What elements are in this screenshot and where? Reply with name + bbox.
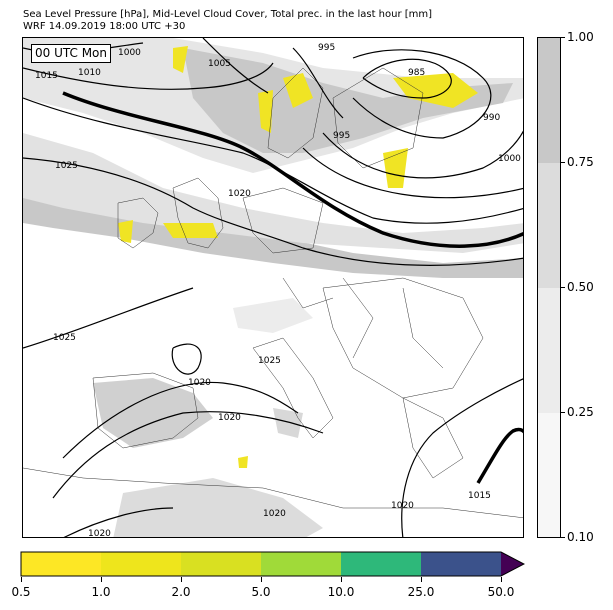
isobar [352, 49, 492, 139]
isobar [202, 38, 269, 94]
chart-subtitle: WRF 14.09.2019 18:00 UTC +30 [23, 21, 186, 32]
cloud-tick [560, 37, 565, 38]
isobar [62, 381, 299, 459]
isobar-label: 1010 [78, 68, 101, 78]
isobar [362, 58, 452, 99]
isobar-label: 1000 [498, 154, 521, 164]
precip-tick-label: 25.0 [407, 585, 435, 599]
isobar-label: 1005 [208, 59, 231, 69]
isobar [63, 507, 174, 537]
precip-cell [383, 148, 408, 188]
precip-cell [283, 73, 313, 108]
cloud-tick [560, 537, 565, 538]
isobar [23, 287, 194, 349]
coastlines [23, 67, 523, 519]
isobar-label: 1025 [258, 356, 281, 366]
front-line [62, 91, 523, 248]
precip-tick-label: 2.0 [171, 585, 191, 599]
precip-tick [261, 577, 262, 582]
isobar [292, 47, 344, 119]
cloud-alps [233, 298, 313, 333]
isobar-label: 1015 [468, 491, 491, 501]
time-label: 00 UTC Mon [31, 44, 111, 63]
fronts [62, 91, 523, 484]
cloud-tick [560, 412, 565, 413]
cloud-iberia [93, 378, 213, 448]
isobar [23, 62, 274, 90]
precip-cell [258, 90, 273, 133]
precip-tick-label: 5.0 [251, 585, 271, 599]
isobar-label: 1000 [118, 48, 141, 58]
isobar-label: 1020 [391, 501, 414, 511]
precip-tick-label: 10.0 [327, 585, 355, 599]
cloud-tick [560, 162, 565, 163]
isobar [401, 378, 523, 537]
cloud-bin-025-050 [538, 288, 560, 413]
isobar-label: 990 [483, 113, 500, 123]
isobar-label: 1020 [88, 529, 111, 538]
cloud-tick [560, 287, 565, 288]
precip-bin-25-50 [421, 552, 501, 576]
cloud-bin-010-025 [538, 413, 560, 537]
precip-tick [341, 577, 342, 582]
map-canvas: 1000 1010 1015 1005 995 985 990 995 1000… [23, 38, 523, 538]
isobar [302, 147, 523, 199]
cloud-italy [273, 408, 303, 438]
precip-bin-2-5 [181, 552, 261, 576]
cloud-bin-050-075 [538, 163, 560, 288]
precip-bin-10-25 [341, 552, 421, 576]
isobar-label: 995 [333, 131, 350, 141]
cloud-tick-label: 0.50 [567, 280, 594, 294]
precip-tick [181, 577, 182, 582]
isobar [171, 343, 202, 375]
isobar-label: 1015 [35, 71, 58, 81]
precip-colorbar [20, 551, 525, 577]
isobar-label: 1025 [55, 161, 78, 171]
chart-title: Sea Level Pressure [hPa], Mid-Level Clou… [23, 9, 433, 20]
cloud-cover-colorbar [537, 37, 561, 538]
precip-cell [163, 223, 218, 238]
precip-bin-over-50 [501, 552, 524, 576]
isobar-label: 1020 [263, 509, 286, 519]
precip-cell [118, 220, 133, 243]
isobar-label: 1020 [188, 378, 211, 388]
precip-bin-1-2 [101, 552, 181, 576]
precip-tick-label: 1.0 [91, 585, 111, 599]
cloud-tick-label: 0.75 [567, 155, 594, 169]
precip-bar-outline [20, 551, 525, 577]
precip-tick [421, 577, 422, 582]
precip-bin-0.5-1 [21, 552, 101, 576]
precip-layer [118, 46, 478, 468]
precip-tick [501, 577, 502, 582]
precip-bin-5-10 [261, 552, 341, 576]
isobar-label: 1020 [228, 189, 251, 199]
precip-cell [393, 73, 478, 108]
cloud-cover-layer [23, 38, 523, 537]
cloud-tick-label: 1.00 [567, 30, 594, 44]
isobar-label: 985 [408, 68, 425, 78]
isobar-label-layer: 1000 1010 1015 1005 995 985 990 995 1000… [35, 43, 521, 538]
isobar [23, 157, 523, 266]
cloud-africa [113, 478, 323, 537]
cloud-band-west-light [23, 133, 523, 253]
weather-map: 1000 1010 1015 1005 995 985 990 995 1000… [22, 37, 524, 538]
cloud-tick-label: 0.25 [567, 405, 594, 419]
isobar-label: 1020 [218, 413, 241, 423]
isobar-label: 995 [318, 43, 335, 53]
cloud-tick-label: 0.10 [567, 530, 594, 544]
isobar [322, 130, 523, 179]
precip-tick [21, 577, 22, 582]
precip-tick-label: 50.0 [487, 585, 515, 599]
precip-tick-label: 0.5 [11, 585, 31, 599]
precip-cell [238, 456, 248, 468]
precip-tick [101, 577, 102, 582]
precip-cell [173, 46, 188, 73]
isobar [52, 411, 324, 499]
front-line [476, 427, 523, 484]
isobar-label: 1025 [53, 333, 76, 343]
cloud-bin-075-100 [538, 38, 560, 163]
